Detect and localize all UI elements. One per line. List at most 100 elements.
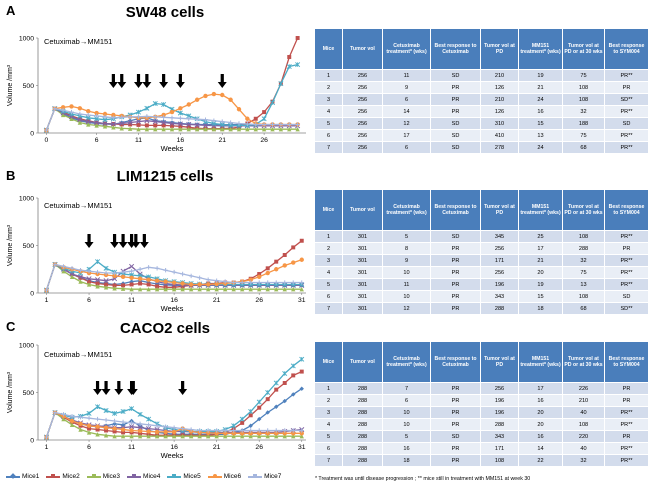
column-header: Tumor vol xyxy=(342,28,383,70)
table-cell: 196 xyxy=(480,278,519,291)
data-point-mice6 xyxy=(137,428,143,434)
data-point-mice5 xyxy=(152,101,158,107)
data-point-mice3 xyxy=(120,434,126,439)
data-point-mice7 xyxy=(94,113,99,119)
data-point-mice3 xyxy=(278,127,284,132)
data-point-mice4 xyxy=(127,119,133,126)
data-point-mice7 xyxy=(95,416,100,422)
data-point-mice7 xyxy=(52,410,58,415)
data-point-mice2 xyxy=(257,272,262,276)
y-axis-label: Volume /mm³ xyxy=(7,224,14,266)
chart-title: SW48 cells xyxy=(125,4,205,21)
table-cell: 6 xyxy=(314,129,343,142)
table-cell: 210 xyxy=(562,394,605,407)
table-cell: 6 xyxy=(382,394,431,407)
x-tick-label: 6 xyxy=(95,137,99,144)
table-cell: 10 xyxy=(382,418,431,431)
table-cell: 2 xyxy=(314,242,343,255)
table-cell: 5 xyxy=(314,117,343,130)
data-point-mice5 xyxy=(282,370,288,377)
x-tick-label: 0 xyxy=(44,137,48,144)
data-point-mice5 xyxy=(278,81,284,87)
data-point-mice7 xyxy=(265,428,270,433)
table-cell: 16 xyxy=(518,430,563,443)
data-point-mice3 xyxy=(211,127,217,132)
arrow-shaft xyxy=(162,74,166,83)
data-point-mice7 xyxy=(154,423,160,428)
table-cell: 13 xyxy=(518,129,563,142)
data-point-mice7 xyxy=(129,268,134,274)
table-cell: 6 xyxy=(382,141,431,154)
data-point-mice3 xyxy=(127,126,133,131)
data-point-mice3 xyxy=(188,287,194,292)
data-point-mice3 xyxy=(136,127,141,132)
arrow-shaft xyxy=(145,74,149,83)
table-cell: 10 xyxy=(382,406,431,419)
table-cell: 288 xyxy=(562,242,605,255)
data-point-mice3 xyxy=(205,287,211,292)
table-cell: PR** xyxy=(604,266,649,279)
table-cell: 15 xyxy=(518,117,563,130)
table-cell: 301 xyxy=(342,302,383,315)
data-point-mice7 xyxy=(231,280,236,285)
switch-arrow xyxy=(178,381,188,395)
data-point-mice2 xyxy=(253,116,258,121)
table-cell: PR** xyxy=(604,129,649,142)
data-point-mice6 xyxy=(205,282,211,287)
data-point-mice6 xyxy=(299,431,304,436)
data-point-mice7 xyxy=(248,280,253,285)
data-point-mice3 xyxy=(120,286,126,291)
data-point-mice7 xyxy=(211,118,217,123)
x-tick-label: 6 xyxy=(87,444,91,451)
table-cell: 17 xyxy=(382,129,431,142)
table-cell: SD xyxy=(430,117,481,130)
arrow-shaft xyxy=(131,381,135,390)
data-point-mice3 xyxy=(220,127,225,132)
data-point-mice4 xyxy=(77,117,83,123)
data-point-mice3 xyxy=(163,287,168,292)
treatment-annotation: Cetuximab→MM151 xyxy=(44,201,112,210)
data-point-mice3 xyxy=(69,116,74,121)
data-point-mice1 xyxy=(299,386,304,391)
table-cell: 126 xyxy=(480,81,519,94)
data-point-mice5 xyxy=(265,389,271,396)
data-point-mice6 xyxy=(178,106,183,111)
data-point-mice2 xyxy=(112,429,117,434)
data-point-mice6 xyxy=(214,431,219,436)
arrow-shaft xyxy=(117,381,121,390)
data-point-mice6 xyxy=(137,276,143,281)
column-header: Tumor vol at PD xyxy=(480,341,519,383)
data-point-mice2 xyxy=(274,259,279,264)
data-point-mice3 xyxy=(69,274,75,280)
x-tick-label: 11 xyxy=(128,444,135,451)
switch-arrow xyxy=(101,381,111,395)
data-point-mice7 xyxy=(248,428,253,433)
data-point-mice5 xyxy=(269,100,276,106)
arrow-head xyxy=(108,82,118,88)
data-point-mice7 xyxy=(161,115,166,120)
data-point-mice6 xyxy=(69,418,75,424)
data-point-mice3 xyxy=(228,127,233,132)
data-point-mice3 xyxy=(161,127,166,132)
data-point-mice5 xyxy=(295,62,301,68)
data-point-mice3 xyxy=(169,127,175,132)
data-point-mice6 xyxy=(248,277,253,282)
data-point-mice3 xyxy=(282,287,287,292)
y-axis-label: Volume /mm³ xyxy=(7,371,14,413)
data-point-mice2 xyxy=(287,55,292,59)
x-tick-label: 11 xyxy=(128,297,135,304)
data-point-mice2 xyxy=(178,124,183,129)
data-point-mice6 xyxy=(214,281,219,287)
data-point-mice1 xyxy=(163,282,168,288)
data-point-mice6 xyxy=(180,281,185,286)
x-tick-label: 1 xyxy=(45,444,49,451)
data-point-mice3 xyxy=(119,126,124,131)
data-point-mice6 xyxy=(245,116,250,121)
legend-label: Mice1 xyxy=(22,473,40,480)
arrow-head xyxy=(139,242,149,248)
column-header: Tumor vol at PD or at 30 wks xyxy=(562,189,605,231)
data-point-mice5 xyxy=(103,408,109,414)
data-point-mice6 xyxy=(274,431,279,436)
data-point-mice1 xyxy=(161,119,166,124)
x-tick-label: 1 xyxy=(45,297,49,304)
